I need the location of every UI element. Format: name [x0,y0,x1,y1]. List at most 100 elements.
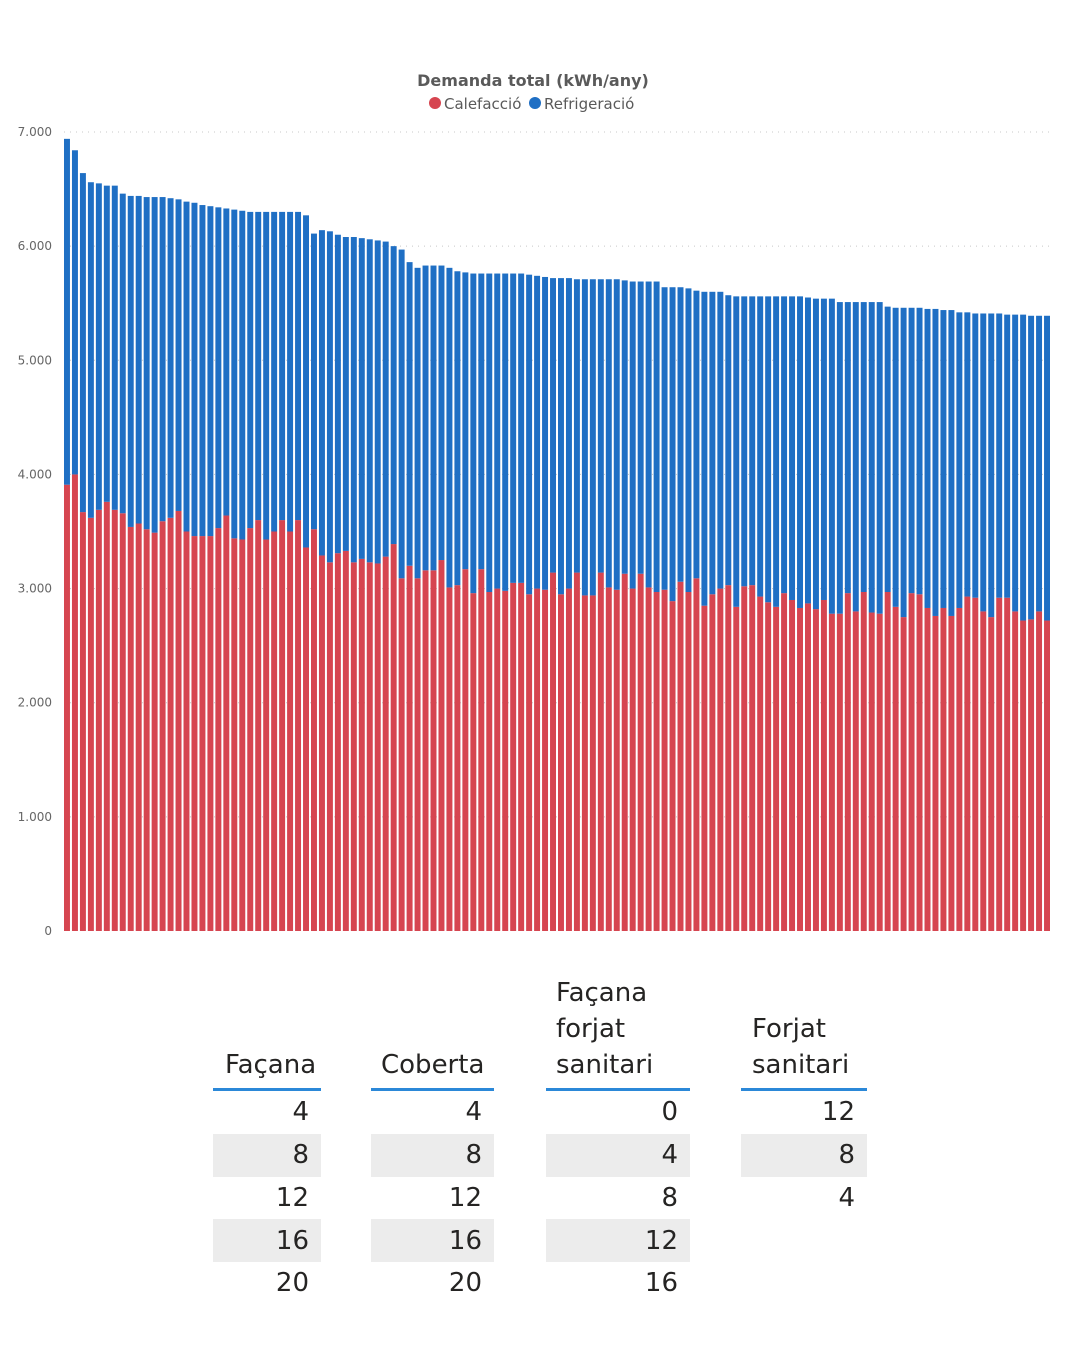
bar-cooling [311,233,317,530]
bar-cooling [510,273,517,583]
header-line: sanitari [752,1050,850,1080]
bar-heating [940,607,947,931]
bar-cooling [876,302,883,614]
bar-heating [454,585,461,931]
bar-cooling [462,272,469,570]
bar-heating [478,569,485,931]
bar-heating [645,587,652,931]
bar-heating [366,562,373,931]
table-row: 4 [546,1133,690,1177]
y-axis: 0 1.000 2.000 3.000 4.000 5.000 6.000 7.000 [18,125,52,938]
bar-heating [406,565,413,931]
bar-cooling [812,298,819,610]
bar-cooling [645,281,652,588]
bar-heating [526,594,533,931]
bar-heating [295,520,302,931]
bar-heating [215,528,222,931]
bar-cooling [334,234,341,554]
bar-cooling [844,302,851,594]
bar-cooling [693,290,700,579]
header-underline [546,1088,690,1091]
bar-cooling [805,297,811,604]
bar-cooling [127,195,134,527]
bar-cooling [1020,314,1027,621]
table-row: 8 [213,1133,321,1177]
bar-cooling [996,313,1003,598]
header-underline [213,1088,321,1091]
header-underline [371,1088,494,1091]
bar-heating [892,606,899,931]
bar-cooling [111,185,118,510]
bar-heating [876,613,883,931]
bar-cooling [565,278,572,589]
bar-heating [765,602,772,931]
bar-cooling [366,239,373,563]
bar-cooling [789,296,796,600]
bar-cooling [908,307,915,594]
table-row: 20 [448,1268,482,1299]
bar-cooling [398,249,405,579]
bar-cooling [852,302,859,612]
bar-cooling [71,150,78,475]
bar-cooling [1036,315,1043,612]
bar-heating [311,529,317,931]
bar-heating [199,536,206,931]
table-row: 20 [275,1268,309,1299]
bar-heating [605,587,612,931]
bar-cooling [191,202,198,537]
bar-heating [1036,611,1043,931]
bar-heating [390,544,397,931]
bar-heating [263,539,270,931]
bar-heating [382,556,389,931]
bar-heating [64,484,70,931]
bar-heating [414,578,421,931]
header-text: Façana [225,1047,316,1083]
bar-cooling [964,312,971,597]
bar-cooling [406,262,413,566]
bar-heating [948,615,955,931]
bar-heating [510,582,517,931]
table-row: 16 [644,1268,678,1299]
y-tick-label: 7.000 [18,125,52,139]
bar-cooling [828,298,835,614]
bar-heating [797,607,803,931]
bar-cooling [773,296,780,607]
legend: Calefacció Refrigeració [429,95,634,113]
table-forjat-sanitari: Forjat sanitari 12 8 4 [741,965,867,1219]
bar-cooling [940,310,947,608]
bar-heating [988,617,995,931]
y-tick-label: 6.000 [18,239,52,253]
bar-cooling [1012,314,1019,612]
bar-heating [669,601,676,931]
bar-cooling [318,230,325,556]
bar-heating [589,595,596,931]
bar-heating [542,589,549,931]
bar-heating [303,547,309,931]
bar-heating [996,597,1003,931]
bar-cooling [900,307,907,618]
legend-marker [529,97,541,109]
chart-title: Demanda total (kWh/any) [417,71,649,90]
bar-heating [844,593,851,931]
bar-cooling [87,182,94,518]
header-line: sanitari [556,1050,654,1080]
bar-cooling [342,237,349,551]
bar-heating [613,589,620,931]
bar-cooling [247,211,254,529]
bar-cooling [797,296,803,608]
table-header: Façana [213,965,321,1088]
bar-cooling [135,195,142,524]
bar-cooling [263,211,270,540]
bar-heating [701,605,708,931]
bar-heating [741,586,748,931]
bar-cooling [287,211,294,532]
table-header: Coberta [371,965,494,1088]
bar-cooling [486,273,493,592]
bar-cooling [374,240,381,564]
bar-cooling [542,276,549,590]
bar-heating [1044,620,1050,931]
bar-heating [167,517,174,931]
bar-cooling [239,210,246,540]
bar-heating [820,599,827,931]
bar-cooling [534,275,541,589]
